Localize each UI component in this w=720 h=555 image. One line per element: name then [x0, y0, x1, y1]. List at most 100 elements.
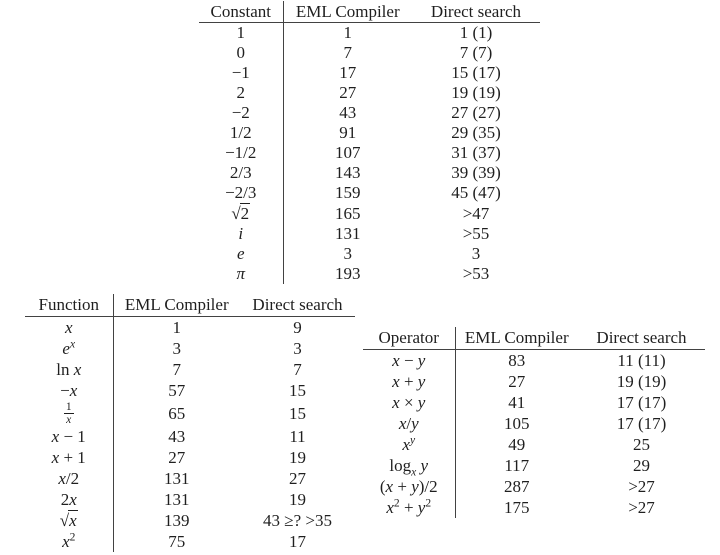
value-cell: 175: [504, 497, 530, 517]
value-cell: >27: [628, 476, 655, 496]
value-cell: >47: [462, 203, 490, 223]
table-row: xy 49 25: [363, 434, 705, 455]
value-cell: 19: [289, 489, 306, 509]
value-cell: 7: [343, 43, 353, 62]
value-cell: 27: [289, 468, 306, 488]
value-cell: 1 (1): [459, 23, 493, 42]
value-cell: 131: [335, 224, 361, 243]
row-label-cell: −2: [199, 103, 284, 123]
value-cell: 107: [335, 143, 361, 162]
table-row: x + y 27 19 (19): [363, 371, 705, 392]
table-row: √2 165 >47: [199, 203, 540, 224]
value-cell: 11: [289, 426, 306, 446]
value-cell: 105: [504, 413, 530, 433]
row-label-cell: ln x: [25, 359, 114, 380]
column-header: Function: [25, 294, 114, 317]
value-cell: 27: [168, 447, 186, 467]
table-row: ln x 7 7: [25, 359, 355, 380]
table-row: x/y 105 17 (17): [363, 413, 705, 434]
row-label-cell: (x + y)/2: [363, 476, 456, 497]
header-row: Constant EML Compiler Direct search: [199, 1, 540, 23]
table-row: x2 + y2 175 >27: [363, 497, 705, 518]
value-cell: 91: [339, 123, 357, 142]
row-label-cell: −2/3: [199, 183, 284, 203]
row-label-cell: xy: [363, 434, 456, 455]
row-label-cell: x/y: [363, 413, 456, 434]
value-cell: 17 (17): [616, 413, 667, 433]
column-header: Direct search: [412, 1, 540, 23]
value-cell: 19: [289, 447, 306, 467]
column-header: EML Compiler: [113, 294, 240, 317]
row-label-cell: x: [25, 316, 114, 338]
row-label-cell: 0: [199, 43, 284, 63]
row-label-cell: e: [199, 244, 284, 264]
row-label-cell: logx y: [363, 455, 456, 477]
value-cell: 39 (39): [451, 163, 501, 182]
value-cell: 17: [339, 63, 357, 82]
row-label-cell: 2/3: [199, 163, 284, 183]
row-label-cell: i: [199, 224, 284, 244]
value-cell: 29: [633, 455, 650, 475]
column-header: Operator: [363, 327, 456, 350]
row-label-cell: −x: [25, 380, 114, 401]
table-row: 1/2 91 29 (35): [199, 123, 540, 143]
table-row: x × y 41 17 (17): [363, 392, 705, 413]
value-cell: 17: [289, 531, 306, 551]
table-row: i 131 >55: [199, 224, 540, 244]
value-cell: >27: [628, 497, 655, 517]
table-row: x 1 9: [25, 316, 355, 338]
row-label-cell: −1/2: [199, 143, 284, 163]
row-label-cell: 1/2: [199, 123, 284, 143]
value-cell: 43: [168, 426, 186, 446]
value-cell: 131: [164, 468, 190, 488]
column-header: Constant: [199, 1, 284, 23]
table-row: 2x 131 19: [25, 489, 355, 511]
value-cell: 41: [508, 392, 526, 412]
row-label-cell: √x: [25, 510, 114, 532]
value-cell: 57: [168, 380, 186, 400]
value-cell: 49: [508, 434, 526, 454]
value-cell: 193: [335, 264, 361, 283]
row-label-cell: x − 1: [25, 426, 114, 448]
row-label-cell: x − y: [363, 349, 456, 371]
row-label-cell: √2: [199, 203, 284, 224]
row-label-cell: x + y: [363, 371, 456, 392]
value-cell: 1: [343, 23, 353, 42]
row-label-cell: π: [199, 264, 284, 284]
table-row: −x 57 15: [25, 380, 355, 401]
operators-table: Operator EML Compiler Direct search x − y 83…: [363, 327, 705, 518]
table-row: 1 x 65 15: [25, 400, 355, 427]
value-cell: 9: [293, 317, 302, 337]
value-cell: 65: [168, 403, 186, 423]
value-cell: >53: [462, 264, 490, 283]
value-cell: 29 (35): [451, 123, 501, 142]
value-cell: 3: [471, 244, 481, 263]
value-cell: 287: [504, 476, 530, 496]
value-cell: 165: [335, 203, 361, 223]
table-row: 1 1 1 (1): [199, 22, 540, 43]
table-row: logx y 117 29: [363, 455, 705, 477]
value-cell: 27: [508, 371, 526, 391]
column-header: Direct search: [240, 294, 355, 317]
functions-table: Function EML Compiler Direct search x 1 9 ex 3 3…: [25, 294, 355, 553]
value-cell: 3: [172, 338, 182, 358]
value-cell: 11 (11): [617, 350, 666, 370]
value-cell: >55: [462, 224, 490, 243]
value-cell: 1: [172, 317, 182, 337]
table-row: −1/2 107 31 (37): [199, 143, 540, 163]
value-cell: 45 (47): [451, 183, 501, 202]
table-row: −1 17 15 (17): [199, 63, 540, 83]
value-cell: 43: [339, 103, 357, 122]
value-cell: 139: [164, 510, 190, 530]
value-cell: 31 (37): [451, 143, 501, 162]
row-label-cell: ex: [25, 338, 114, 359]
column-header: EML Compiler: [283, 1, 412, 23]
column-header: EML Compiler: [455, 327, 578, 350]
table-row: x/2 131 27: [25, 468, 355, 490]
table-row: e 3 3: [199, 244, 540, 264]
header-row: Function EML Compiler Direct search: [25, 294, 355, 317]
table-row: −2 43 27 (27): [199, 103, 540, 123]
value-cell: 159: [335, 183, 361, 202]
row-label-cell: x + 1: [25, 447, 114, 469]
value-cell: 3: [343, 244, 353, 263]
